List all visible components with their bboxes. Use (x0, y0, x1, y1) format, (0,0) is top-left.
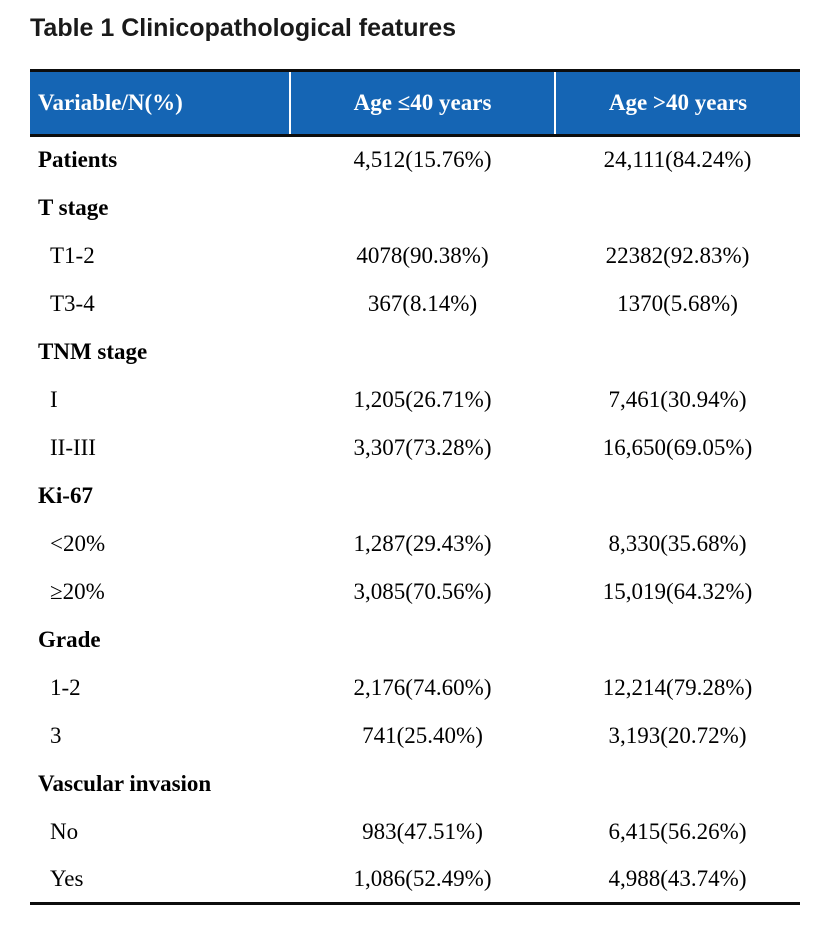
value-age-gt40: 15,019(64.32%) (555, 567, 800, 616)
paper-table-container: Table 1 Clinicopathological features Var… (30, 14, 800, 905)
value-age-gt40: 1370(5.68%) (555, 279, 800, 328)
value-age-le40 (290, 471, 555, 520)
row-label: Vascular invasion (30, 759, 290, 808)
data-row: 3 741(25.40%) 3,193(20.72%) (30, 711, 800, 760)
value-age-gt40: 12,214(79.28%) (555, 663, 800, 712)
value-age-le40: 3,307(73.28%) (290, 423, 555, 472)
value-age-le40: 367(8.14%) (290, 279, 555, 328)
row-label: Grade (30, 615, 290, 664)
value-age-gt40: 4,988(43.74%) (555, 855, 800, 905)
value-age-gt40: 6,415(56.26%) (555, 807, 800, 856)
value-age-gt40 (555, 615, 800, 664)
row-label: 1-2 (30, 663, 290, 712)
value-age-gt40: 16,650(69.05%) (555, 423, 800, 472)
data-row: T3-4 367(8.14%) 1370(5.68%) (30, 279, 800, 328)
value-age-le40: 4,512(15.76%) (290, 135, 555, 184)
value-age-le40: 4078(90.38%) (290, 231, 555, 280)
data-row: ≥20% 3,085(70.56%) 15,019(64.32%) (30, 567, 800, 616)
value-age-gt40 (555, 183, 800, 232)
row-label: T3-4 (30, 279, 290, 328)
data-row: II-III 3,307(73.28%) 16,650(69.05%) (30, 423, 800, 472)
row-label: Ki-67 (30, 471, 290, 520)
row-label: II-III (30, 423, 290, 472)
section-row: TNM stage (30, 327, 800, 376)
value-age-gt40: 8,330(35.68%) (555, 519, 800, 568)
row-label: T stage (30, 183, 290, 232)
data-row: Patients 4,512(15.76%) 24,111(84.24%) (30, 135, 800, 184)
value-age-le40 (290, 183, 555, 232)
value-age-gt40: 24,111(84.24%) (555, 135, 800, 184)
value-age-le40: 1,205(26.71%) (290, 375, 555, 424)
data-row: 1-2 2,176(74.60%) 12,214(79.28%) (30, 663, 800, 712)
data-row: <20% 1,287(29.43%) 8,330(35.68%) (30, 519, 800, 568)
column-header-age-le40: Age ≤40 years (289, 69, 555, 137)
row-label: Yes (30, 855, 290, 905)
section-row: Grade (30, 615, 800, 664)
row-label: No (30, 807, 290, 856)
row-label: T1-2 (30, 231, 290, 280)
value-age-gt40 (555, 471, 800, 520)
column-header-age-gt40: Age >40 years (554, 69, 800, 137)
table-title: Table 1 Clinicopathological features (30, 14, 457, 42)
table-header-row: Variable/N(%) Age ≤40 years Age >40 year… (30, 69, 800, 137)
clinicopathological-table: Variable/N(%) Age ≤40 years Age >40 year… (30, 69, 800, 905)
value-age-gt40 (555, 327, 800, 376)
value-age-le40 (290, 327, 555, 376)
row-label: Patients (30, 135, 290, 184)
value-age-le40: 983(47.51%) (290, 807, 555, 856)
column-header-variable: Variable/N(%) (30, 69, 290, 137)
value-age-gt40: 7,461(30.94%) (555, 375, 800, 424)
section-row: T stage (30, 183, 800, 232)
value-age-le40: 1,287(29.43%) (290, 519, 555, 568)
row-label: ≥20% (30, 567, 290, 616)
value-age-gt40 (555, 759, 800, 808)
row-label: TNM stage (30, 327, 290, 376)
value-age-gt40: 3,193(20.72%) (555, 711, 800, 760)
section-row: Vascular invasion (30, 759, 800, 808)
data-row: T1-2 4078(90.38%) 22382(92.83%) (30, 231, 800, 280)
data-row: No 983(47.51%) 6,415(56.26%) (30, 807, 800, 856)
data-row: Yes 1,086(52.49%) 4,988(43.74%) (30, 855, 800, 905)
value-age-le40: 741(25.40%) (290, 711, 555, 760)
row-label: <20% (30, 519, 290, 568)
value-age-le40 (290, 615, 555, 664)
value-age-gt40: 22382(92.83%) (555, 231, 800, 280)
value-age-le40 (290, 759, 555, 808)
data-row: I 1,205(26.71%) 7,461(30.94%) (30, 375, 800, 424)
value-age-le40: 2,176(74.60%) (290, 663, 555, 712)
section-row: Ki-67 (30, 471, 800, 520)
row-label: 3 (30, 711, 290, 760)
value-age-le40: 1,086(52.49%) (290, 855, 555, 905)
value-age-le40: 3,085(70.56%) (290, 567, 555, 616)
table-body: Patients 4,512(15.76%) 24,111(84.24%) T sta… (30, 135, 800, 905)
row-label: I (30, 375, 290, 424)
